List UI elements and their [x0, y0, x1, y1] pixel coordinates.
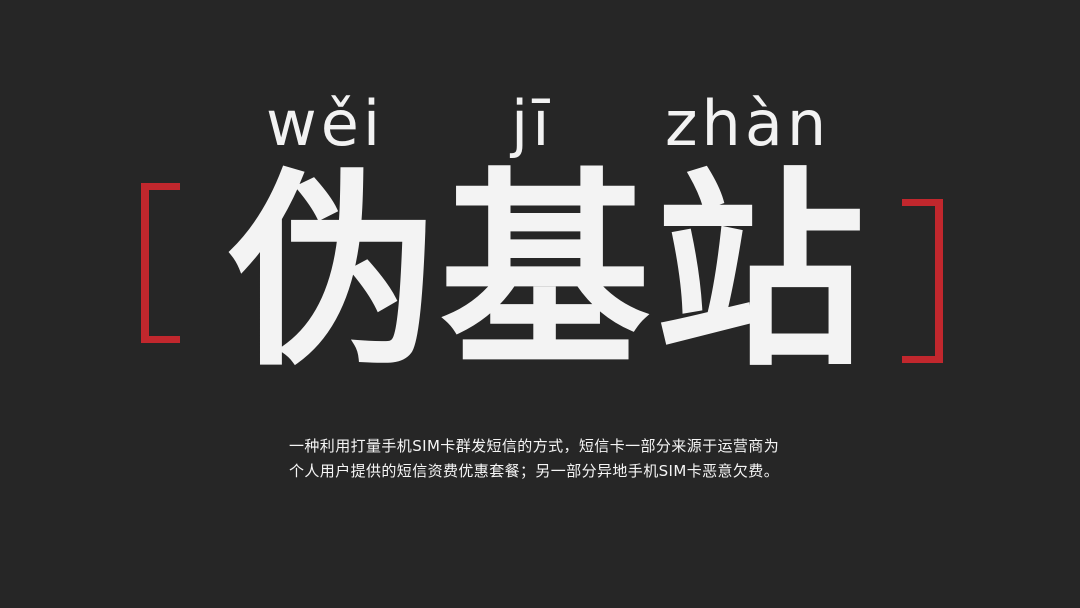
description-paragraph: 一种利用打量手机SIM卡群发短信的方式，短信卡一部分来源于运营商为 个人用户提供… — [289, 434, 809, 484]
main-title: 伪 基 站 — [0, 158, 1080, 388]
pinyin-line: wěi jī zhàn — [0, 84, 1080, 164]
description-line-1: 一种利用打量手机SIM卡群发短信的方式，短信卡一部分来源于运营商为 — [289, 437, 780, 455]
description-line-2: 个人用户提供的短信资费优惠套餐；另一部分异地手机SIM卡恶意欠费。 — [289, 462, 780, 480]
pinyin-syllable-2: jī — [511, 87, 554, 160]
pinyin-syllable-3: zhàn — [665, 87, 831, 160]
title-char-3: 站 — [655, 150, 866, 395]
title-char-2: 基 — [440, 150, 651, 395]
pinyin-syllable-1: wěi — [266, 87, 385, 160]
left-bracket-icon — [141, 183, 180, 343]
title-char-1: 伪 — [228, 150, 439, 395]
right-bracket-icon — [902, 199, 943, 363]
